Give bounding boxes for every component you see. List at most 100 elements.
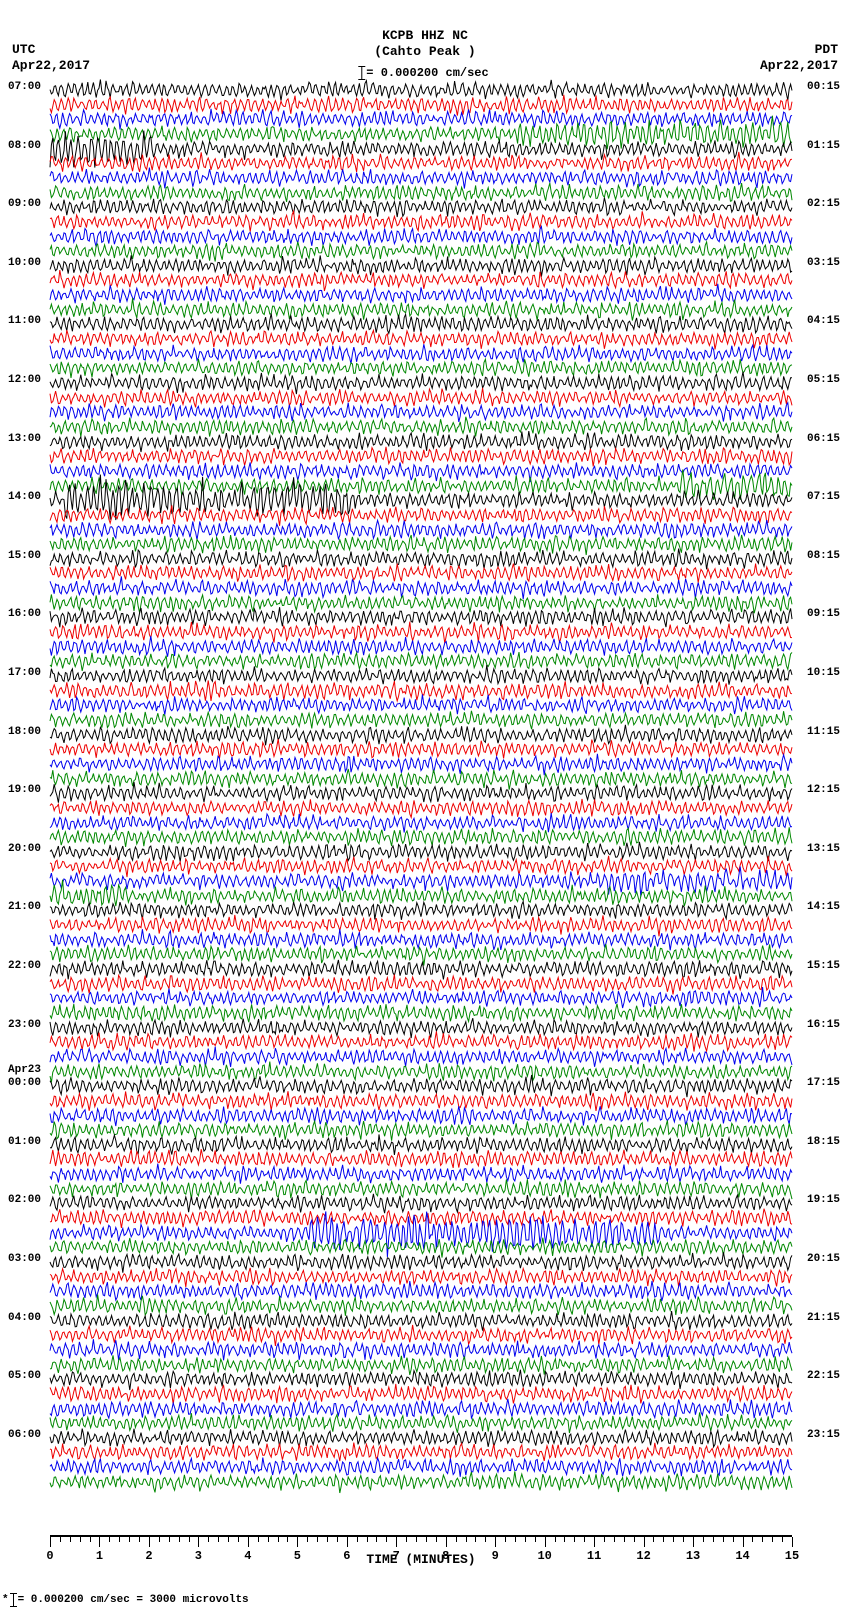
trace-time-left: 10:00 [8, 257, 41, 269]
x-tick-minor [278, 1537, 279, 1542]
trace-time-left: 04:00 [8, 1312, 41, 1324]
x-tick-minor [535, 1537, 536, 1542]
x-tick-minor [574, 1537, 575, 1542]
x-tick-minor [317, 1537, 318, 1542]
trace-time-left: 00:00 [8, 1077, 41, 1089]
seismogram-trace [50, 1470, 792, 1494]
trace-time-left: 15:00 [8, 550, 41, 562]
x-tick-minor [663, 1537, 664, 1542]
x-tick-label: 12 [636, 1549, 650, 1563]
trace-time-right: 18:15 [807, 1136, 840, 1148]
x-tick-minor [752, 1537, 753, 1542]
x-tick-minor [238, 1537, 239, 1542]
x-tick-minor [129, 1537, 130, 1542]
x-tick-minor [109, 1537, 110, 1542]
x-tick-major [693, 1537, 694, 1547]
x-tick-minor [584, 1537, 585, 1542]
x-tick-major [743, 1537, 744, 1547]
trace-time-left: 11:00 [8, 315, 41, 327]
x-tick-minor [475, 1537, 476, 1542]
trace-time-left: 16:00 [8, 608, 41, 620]
x-tick-minor [70, 1537, 71, 1542]
x-tick-minor [60, 1537, 61, 1542]
x-tick-major [396, 1537, 397, 1547]
x-tick-minor [624, 1537, 625, 1542]
x-tick-minor [218, 1537, 219, 1542]
trace-time-left: 05:00 [8, 1370, 41, 1382]
x-tick-minor [762, 1537, 763, 1542]
x-tick-minor [367, 1537, 368, 1542]
x-tick-minor [228, 1537, 229, 1542]
x-tick-minor [80, 1537, 81, 1542]
x-tick-label: 14 [735, 1549, 749, 1563]
x-tick-minor [525, 1537, 526, 1542]
trace-time-left: 22:00 [8, 960, 41, 972]
x-tick-major [446, 1537, 447, 1547]
trace-time-left: 20:00 [8, 843, 41, 855]
trace-time-left: 17:00 [8, 667, 41, 679]
x-tick-minor [782, 1537, 783, 1542]
x-tick-minor [723, 1537, 724, 1542]
x-tick-major [792, 1537, 793, 1547]
x-tick-minor [426, 1537, 427, 1542]
trace-time-left: 18:00 [8, 726, 41, 738]
x-tick-minor [376, 1537, 377, 1542]
trace-time-left: 21:00 [8, 901, 41, 913]
x-tick-label: 11 [587, 1549, 601, 1563]
trace-time-right: 16:15 [807, 1019, 840, 1031]
x-tick-minor [466, 1537, 467, 1542]
x-tick-minor [703, 1537, 704, 1542]
trace-time-right: 07:15 [807, 491, 840, 503]
x-tick-label: 13 [686, 1549, 700, 1563]
trace-time-right: 20:15 [807, 1253, 840, 1265]
trace-time-right: 02:15 [807, 198, 840, 210]
x-tick-minor [159, 1537, 160, 1542]
x-tick-label: 0 [46, 1549, 53, 1563]
x-tick-minor [515, 1537, 516, 1542]
trace-time-right: 09:15 [807, 608, 840, 620]
scale-bar-icon [13, 1593, 14, 1607]
x-tick-label: 6 [343, 1549, 350, 1563]
trace-time-right: 10:15 [807, 667, 840, 679]
x-tick-minor [169, 1537, 170, 1542]
seismogram-plot: 07:0000:1508:0001:1509:0002:1510:0003:15… [50, 88, 792, 1535]
x-tick-label: 15 [785, 1549, 799, 1563]
x-tick-major [495, 1537, 496, 1547]
x-tick-minor [653, 1537, 654, 1542]
x-tick-minor [614, 1537, 615, 1542]
x-tick-minor [772, 1537, 773, 1542]
trace-time-right: 00:15 [807, 81, 840, 93]
x-tick-minor [258, 1537, 259, 1542]
x-tick-minor [327, 1537, 328, 1542]
x-tick-minor [555, 1537, 556, 1542]
trace-time-left: 13:00 [8, 433, 41, 445]
x-tick-minor [683, 1537, 684, 1542]
trace-time-right: 22:15 [807, 1370, 840, 1382]
x-tick-label: 3 [195, 1549, 202, 1563]
x-tick-minor [287, 1537, 288, 1542]
x-tick-major [248, 1537, 249, 1547]
trace-time-right: 13:15 [807, 843, 840, 855]
footer-scale: * = 0.000200 cm/sec = 3000 microvolts [2, 1593, 249, 1607]
x-tick-minor [673, 1537, 674, 1542]
x-tick-minor [733, 1537, 734, 1542]
x-tick-minor [189, 1537, 190, 1542]
x-tick-minor [357, 1537, 358, 1542]
trace-time-left: 03:00 [8, 1253, 41, 1265]
trace-time-right: 11:15 [807, 726, 840, 738]
x-tick-minor [456, 1537, 457, 1542]
tz-left-label: UTC [12, 42, 90, 58]
x-tick-minor [564, 1537, 565, 1542]
x-tick-label: 8 [442, 1549, 449, 1563]
x-tick-major [594, 1537, 595, 1547]
seismogram-trace-row [50, 1480, 792, 1494]
footer-prefix: * [2, 1594, 9, 1606]
trace-time-right: 19:15 [807, 1194, 840, 1206]
trace-time-right: 01:15 [807, 140, 840, 152]
x-tick-minor [505, 1537, 506, 1542]
x-tick-minor [386, 1537, 387, 1542]
x-tick-minor [119, 1537, 120, 1542]
trace-time-left: 06:00 [8, 1429, 41, 1441]
x-tick-minor [139, 1537, 140, 1542]
trace-time-right: 06:15 [807, 433, 840, 445]
